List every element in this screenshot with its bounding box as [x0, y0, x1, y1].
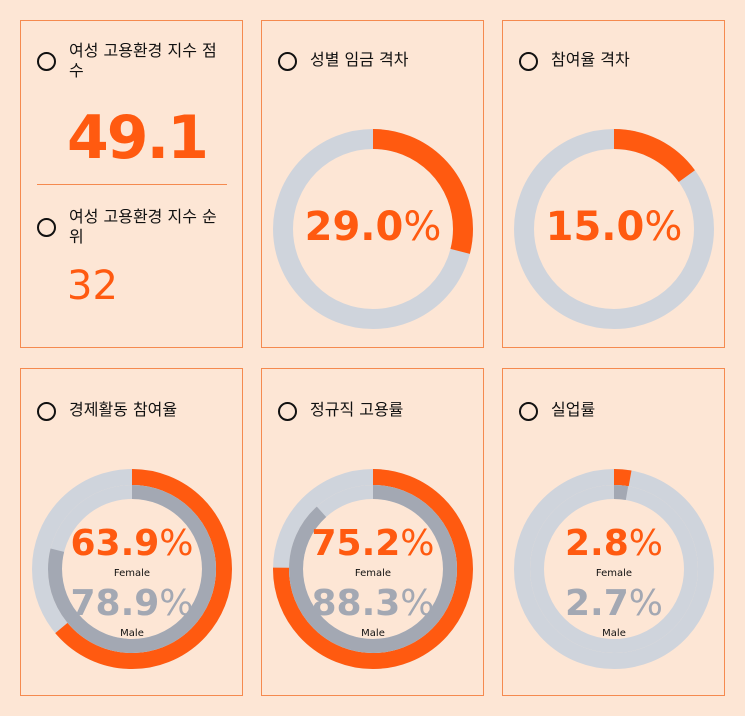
icon	[278, 402, 297, 421]
ring-arc	[48, 485, 216, 653]
legend-label: Female	[355, 568, 391, 579]
card: 참여율 격차 15.0%	[502, 20, 725, 348]
score-card: 여성 고용환경 지수 점수 49.1 여성 고용환경 지수 순위 32	[20, 20, 243, 348]
value-number: 88.3	[311, 583, 400, 624]
value-label: 75.2%	[311, 523, 434, 564]
donut-chart: 15.0%	[514, 129, 714, 329]
legend-label: Male	[602, 628, 626, 639]
value-unit: %	[644, 204, 682, 250]
icon	[519, 52, 538, 71]
legend-label: Female	[596, 568, 632, 579]
value-number: 2.7	[565, 583, 629, 624]
value-label: 2.7%	[565, 583, 663, 624]
ring-arc	[530, 485, 698, 653]
icon	[37, 402, 56, 421]
value-unit: %	[159, 523, 193, 564]
card-title: 여성 고용환경 지수 점수	[69, 41, 217, 80]
value-label: 78.9%	[70, 583, 193, 624]
value-number: 29.0	[305, 204, 404, 250]
legend-label: Male	[361, 628, 385, 639]
value-unit: %	[400, 583, 434, 624]
card-title: 여성 고용환경 지수 순위	[69, 207, 217, 246]
ring-arc	[273, 129, 473, 329]
icon	[37, 218, 56, 237]
value-label: 88.3%	[311, 583, 434, 624]
icon	[278, 52, 297, 71]
card-title: 실업률	[551, 400, 596, 419]
value-number: 75.2	[311, 523, 400, 564]
ring-arc	[32, 469, 232, 669]
value-number: 63.9	[70, 523, 159, 564]
card-title: 경제활동 참여율	[69, 400, 178, 419]
donut-chart: 63.9% Female 78.9% Male	[32, 469, 232, 669]
card: 성별 임금 격차 29.0%	[261, 20, 484, 348]
value-label: 29.0%	[305, 204, 442, 250]
donut-chart: 29.0%	[273, 129, 473, 329]
value-label: 2.8%	[565, 523, 663, 564]
donut-chart: 75.2% Female 88.3% Male	[273, 469, 473, 669]
value-number: 78.9	[70, 583, 159, 624]
card: 정규직 고용률 75.2% Female 88.3% Male	[261, 368, 484, 696]
icon	[519, 402, 538, 421]
legend-label: Male	[120, 628, 144, 639]
card-title: 정규직 고용률	[310, 400, 404, 419]
icon	[37, 52, 56, 71]
score-value: 49.1	[67, 103, 209, 173]
card-title: 참여율 격차	[551, 50, 630, 69]
card-title: 성별 임금 격차	[310, 50, 409, 69]
value-number: 2.8	[565, 523, 629, 564]
value-number: 15.0	[546, 204, 645, 250]
rank-value: 32	[67, 263, 118, 309]
card: 경제활동 참여율 63.9% Female 78.9% Male	[20, 368, 243, 696]
value-label: 15.0%	[546, 204, 683, 250]
divider	[37, 184, 227, 185]
ring-arc	[273, 469, 473, 669]
ring-arc	[514, 469, 714, 669]
card: 실업률 2.8% Female 2.7% Male	[502, 368, 725, 696]
ring-arc	[514, 129, 714, 329]
value-label: 63.9%	[70, 523, 193, 564]
value-unit: %	[400, 523, 434, 564]
legend-label: Female	[114, 568, 150, 579]
ring-arc	[289, 485, 457, 653]
value-unit: %	[403, 204, 441, 250]
value-unit: %	[629, 583, 663, 624]
value-unit: %	[629, 523, 663, 564]
value-unit: %	[159, 583, 193, 624]
